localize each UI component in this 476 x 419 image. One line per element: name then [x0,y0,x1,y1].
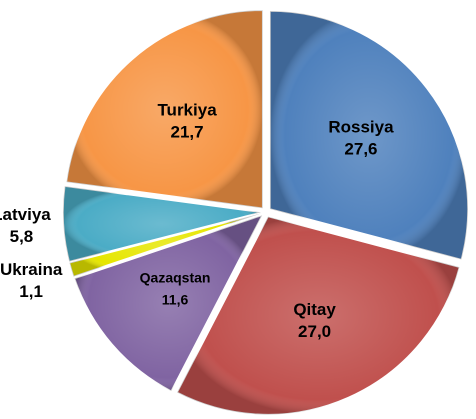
slice-value: 5,8 [10,227,34,246]
slice-label: Qitay [293,300,336,319]
slice-value: 11,6 [162,292,189,308]
slice-label: Rossiya [328,117,394,136]
slice-value: 1,1 [19,282,43,301]
slice-value: 27,6 [344,139,377,158]
slice-label: Latviya [0,205,51,224]
slice-value: 21,7 [171,122,204,141]
slice-label: Ukraina [0,260,63,279]
slice-value: 27,0 [298,322,331,341]
slice-label: Qazaqstan [140,270,211,286]
slice-label: Turkiya [157,100,217,119]
